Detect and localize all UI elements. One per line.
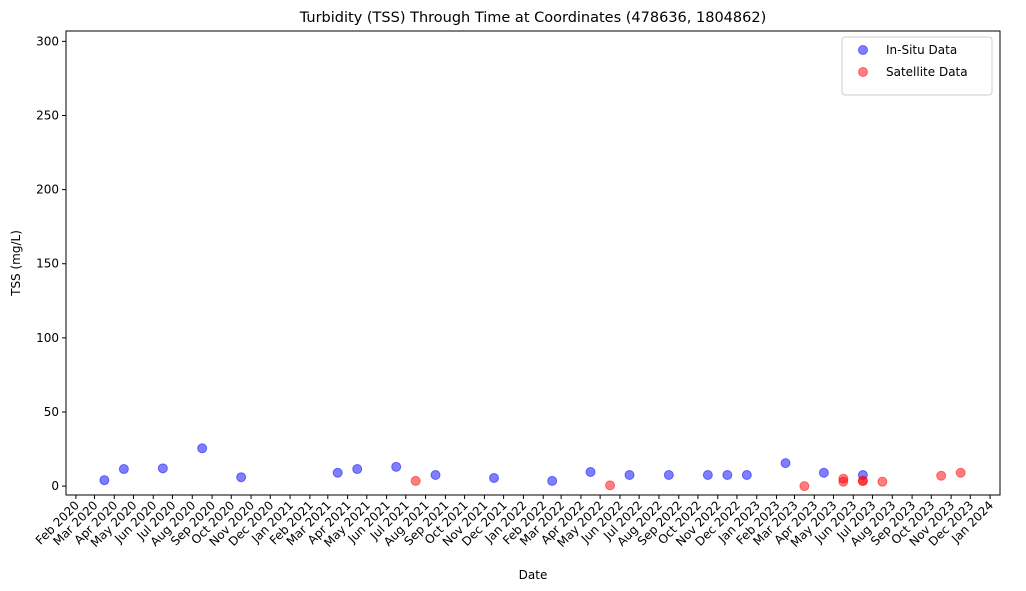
data-point (741, 469, 752, 480)
y-tick-label: 300 (36, 34, 59, 48)
data-point (332, 467, 343, 478)
data-point (663, 469, 674, 480)
data-point (722, 469, 733, 480)
data-point (605, 480, 616, 491)
data-point (799, 481, 810, 492)
data-point (818, 467, 829, 478)
data-point (780, 458, 791, 469)
chart-title: Turbidity (TSS) Through Time at Coordina… (299, 10, 766, 26)
data-point (489, 472, 500, 483)
plot-frame (65, 30, 1001, 496)
data-point (99, 475, 110, 486)
data-point (352, 464, 363, 475)
data-point (410, 475, 421, 486)
legend-marker (858, 67, 868, 77)
data-point (547, 475, 558, 486)
y-axis-label: TSS (mg/L) (9, 230, 23, 297)
legend-box (841, 36, 993, 96)
data-point (391, 461, 402, 472)
data-point (936, 470, 947, 481)
x-axis-label: Date (519, 568, 548, 582)
data-point (857, 475, 868, 486)
y-tick-label: 50 (44, 405, 59, 419)
data-point (118, 464, 129, 475)
data-point (838, 476, 849, 487)
data-point (955, 467, 966, 478)
y-tick-label: 150 (36, 257, 59, 271)
data-point (702, 469, 713, 480)
legend-marker (858, 45, 868, 55)
data-point (157, 463, 168, 474)
y-tick-label: 0 (51, 479, 59, 493)
data-point (877, 476, 888, 487)
data-point (197, 443, 208, 454)
y-tick-label: 200 (36, 183, 59, 197)
legend-label: In-Situ Data (886, 43, 957, 57)
legend-label: Satellite Data (886, 65, 968, 79)
data-point (585, 467, 596, 478)
data-point (624, 469, 635, 480)
data-point (236, 472, 247, 483)
y-tick-label: 250 (36, 108, 59, 122)
data-point (430, 469, 441, 480)
y-tick-label: 100 (36, 331, 59, 345)
